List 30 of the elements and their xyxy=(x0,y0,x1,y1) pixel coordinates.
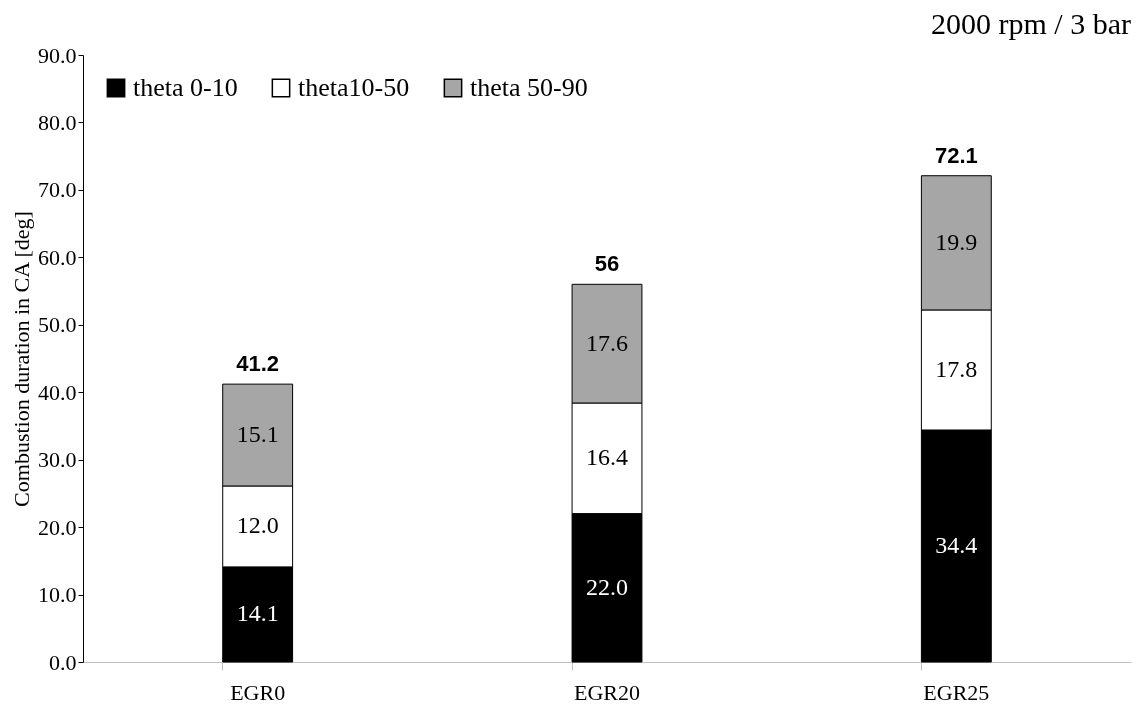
x-tick-label: EGR25 xyxy=(923,679,990,705)
y-tick-label: 70.0 xyxy=(38,177,77,203)
y-tick-label: 50.0 xyxy=(38,312,77,338)
data-label: 16.4 xyxy=(586,444,628,471)
y-tick-label: 10.0 xyxy=(38,582,77,608)
data-label: 19.9 xyxy=(935,228,978,255)
chart-title: 2000 rpm / 3 bar xyxy=(931,7,1132,40)
total-label: 72.1 xyxy=(934,142,978,168)
total-label: 41.2 xyxy=(236,351,280,377)
y-tick-label: 20.0 xyxy=(38,514,77,540)
total-label: 56 xyxy=(594,251,620,277)
y-tick-label: 40.0 xyxy=(38,379,77,405)
legend-label: theta10-50 xyxy=(298,73,410,102)
y-tick-label: 60.0 xyxy=(38,244,77,270)
data-label: 22.0 xyxy=(586,573,628,600)
data-label: 12.0 xyxy=(236,512,279,539)
x-tick-label: EGR0 xyxy=(230,679,286,705)
legend-label: theta 0-10 xyxy=(133,73,238,102)
data-label: 17.8 xyxy=(935,355,978,382)
y-tick-label: 90.0 xyxy=(38,42,77,68)
data-label: 14.1 xyxy=(236,600,279,627)
data-label: 15.1 xyxy=(236,421,279,448)
data-label: 17.6 xyxy=(586,329,628,356)
x-tick-label: EGR20 xyxy=(574,679,640,705)
y-tick-label: 0.0 xyxy=(49,649,77,675)
data-label: 34.4 xyxy=(935,532,978,558)
legend-label: theta 50-90 xyxy=(470,73,588,102)
y-tick-label: 80.0 xyxy=(38,109,77,135)
y-tick-label: 30.0 xyxy=(38,447,77,473)
y-axis-title: Combustion duration in CA [deg] xyxy=(9,211,34,507)
